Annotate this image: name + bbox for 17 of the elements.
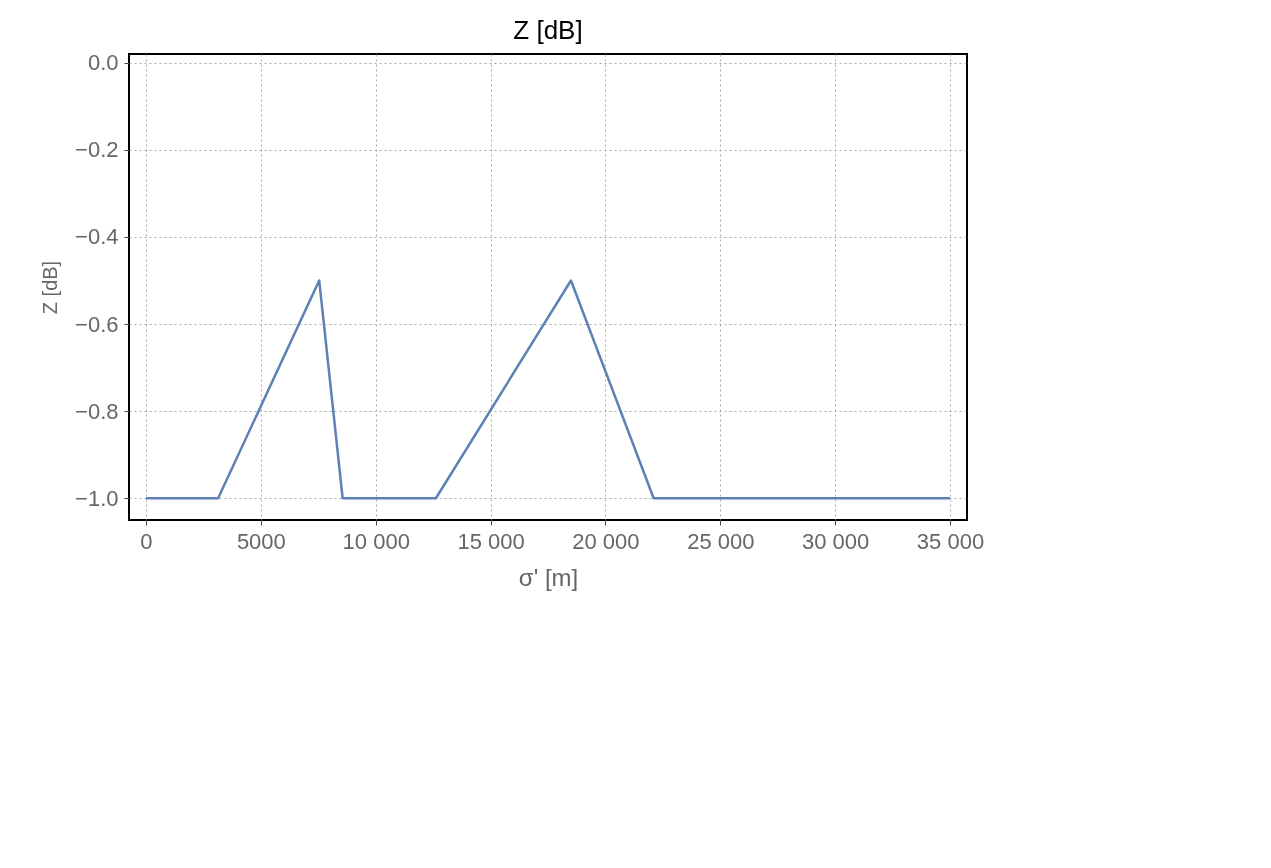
y-tick-label: 0.0 (87, 50, 119, 76)
y-axis-title: Z [dB] (39, 260, 62, 315)
x-axis-title: σ' [m] (518, 563, 579, 591)
x-tick-label: 20 000 (572, 528, 640, 554)
x-tick-label: 30 000 (802, 528, 870, 554)
y-tick-label: −0.8 (75, 398, 119, 424)
x-tick-label: 10 000 (342, 528, 410, 554)
x-tick-label: 25 000 (687, 528, 755, 554)
y-tick-label: −1.0 (75, 485, 119, 511)
x-tick-label: 5000 (236, 528, 286, 554)
x-tick-label: 35 000 (916, 528, 985, 554)
y-tick-label: −0.4 (75, 224, 119, 250)
y-tick-label: −0.6 (75, 311, 119, 337)
y-tick-label: −0.2 (75, 137, 119, 163)
chart-title: Z [dB] (513, 14, 583, 45)
x-tick-label: 15 000 (457, 528, 525, 554)
x-tick-label: 0 (140, 528, 153, 554)
